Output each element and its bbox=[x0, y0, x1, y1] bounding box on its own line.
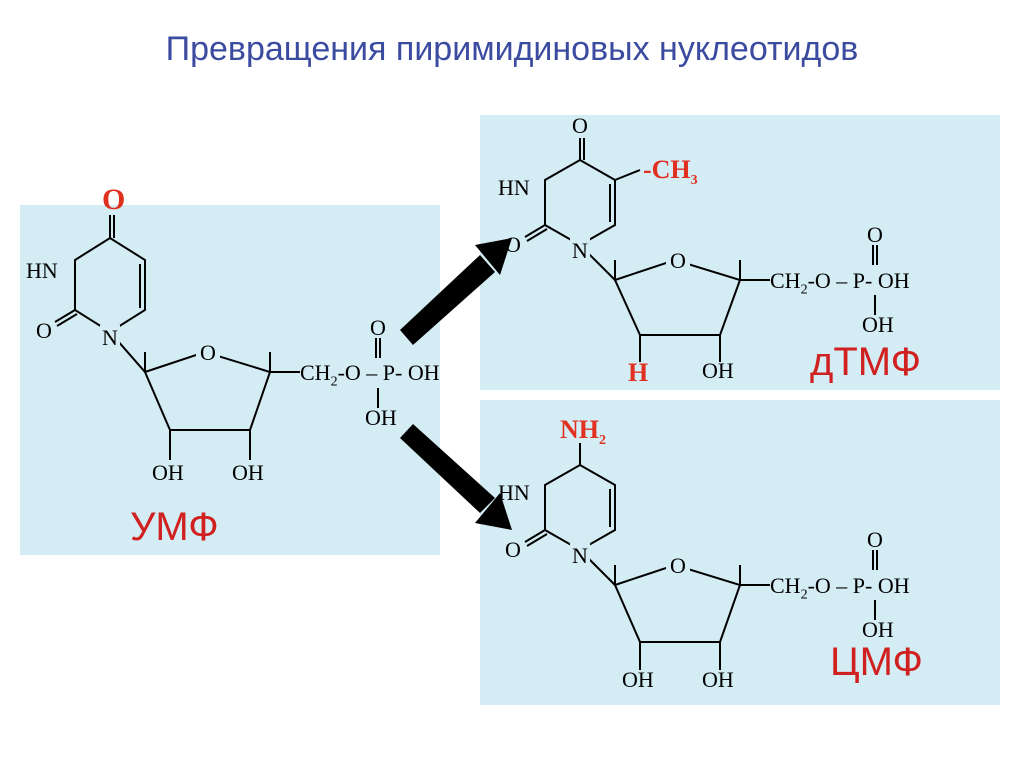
cmf-o-left: O bbox=[505, 537, 521, 563]
ump-o-ring: O bbox=[196, 340, 220, 366]
ump-oh-s2: OH bbox=[232, 460, 264, 486]
ump-hn: HN bbox=[26, 258, 58, 284]
dtmf-o-top: O bbox=[572, 113, 588, 139]
dtmf-o-p-top: O bbox=[867, 222, 883, 248]
ump-o-highlight: O bbox=[102, 183, 125, 217]
cmf-oh-s2: OH bbox=[702, 667, 734, 693]
cmf-nh2: NH2 bbox=[560, 415, 606, 449]
cmf-n: N bbox=[570, 543, 590, 569]
dtmf-o-left: O bbox=[505, 232, 521, 258]
dtmf-h: Н bbox=[628, 358, 648, 388]
dtmf-oh-s: OH bbox=[702, 358, 734, 384]
cmf-o-p-top: O bbox=[867, 527, 883, 553]
cmf-oh-s1: OH bbox=[622, 667, 654, 693]
dtmf-hn: HN bbox=[498, 175, 530, 201]
cmf-label: ЦМФ bbox=[830, 640, 923, 685]
ump-ch2o: CH2-O – P- OH bbox=[300, 360, 440, 390]
ump-o-p-top: O bbox=[370, 315, 386, 341]
ump-o-left: O bbox=[36, 318, 52, 344]
dtmf-ch2o: CH2-O – P- OH bbox=[770, 268, 910, 298]
ump-label: УМФ bbox=[130, 505, 219, 550]
ump-oh-p2: OH bbox=[365, 405, 397, 431]
dtmf-ch3: -CH3 bbox=[643, 155, 698, 189]
ump-n: N bbox=[100, 325, 120, 351]
cmf-o-ring: O bbox=[666, 553, 690, 579]
dtmf-label: дТМФ bbox=[810, 340, 921, 385]
cmf-hn: HN bbox=[498, 480, 530, 506]
dtmf-n: N bbox=[570, 238, 590, 264]
dtmf-oh-p2: OH bbox=[862, 312, 894, 338]
cmf-ch2o: CH2-O – P- OH bbox=[770, 573, 910, 603]
ump-oh-s1: OH bbox=[152, 460, 184, 486]
dtmf-o-ring: O bbox=[666, 248, 690, 274]
